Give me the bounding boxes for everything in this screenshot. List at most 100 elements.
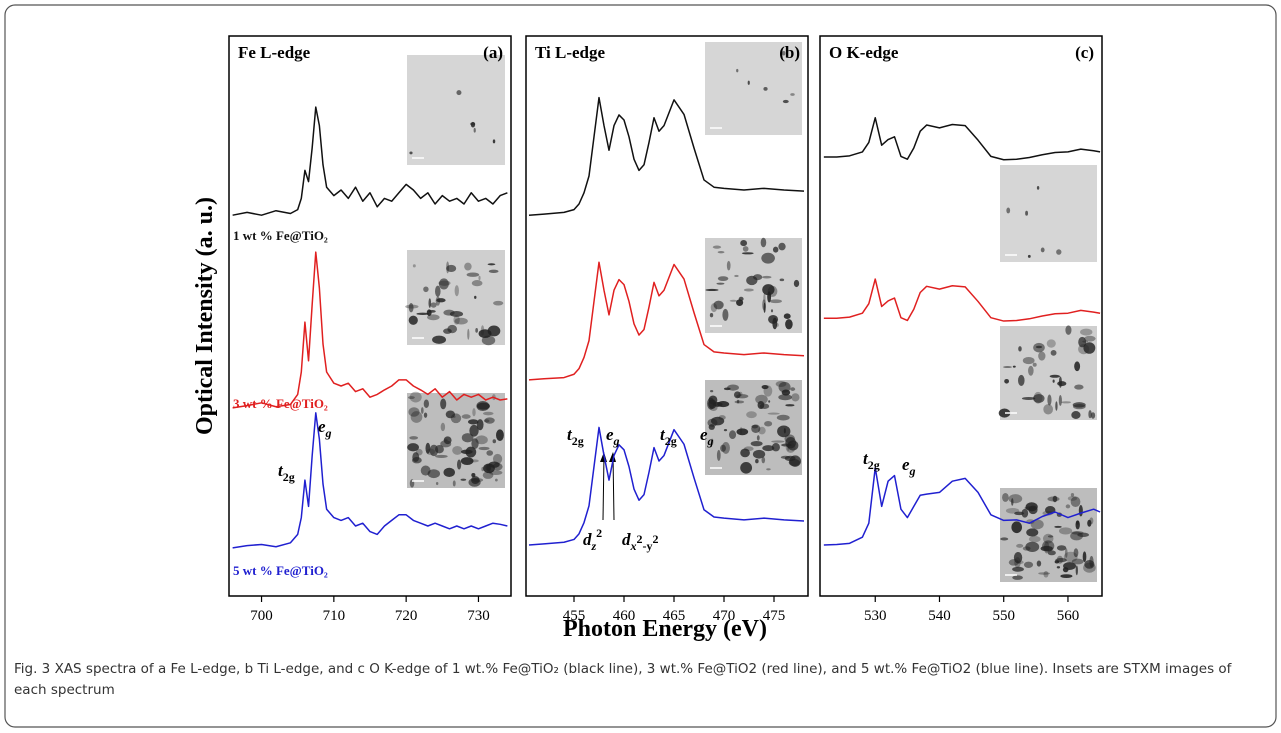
inset-blob [460,449,473,454]
inset-blob [493,300,504,306]
inset-blob [1016,543,1024,548]
inset-blob [1072,402,1086,408]
inset-blob [1047,535,1054,538]
x-tick-label: 470 [713,608,736,624]
inset-blob [782,99,789,104]
annotation: dz2 [583,526,602,553]
inset-blob [1028,535,1041,543]
inset-blob [1008,494,1023,504]
inset-blob [746,275,758,286]
inset-blob [772,317,778,330]
inset-blob [1027,254,1031,258]
inset-blob [1078,336,1087,348]
annotation-part: t [660,425,666,444]
inset-blob [478,275,481,281]
annotation-part: d [622,530,631,549]
inset-blob [416,312,430,316]
inset-blob [1056,249,1062,255]
inset-blob [1056,545,1067,551]
inset-blob [471,438,479,449]
inset-blob [762,299,766,311]
inset-blob [1012,575,1023,580]
inset-blob [752,449,766,459]
inset-blob [1074,361,1081,372]
panel-title: O K-edge [829,43,899,62]
inset-blob [430,302,437,308]
inset-blob [710,389,714,393]
inset-blob [1014,557,1021,568]
inset-blob [778,242,786,251]
spectrum-line [823,467,1101,546]
inset-blob [756,435,760,441]
inset-blob [492,139,496,144]
inset-blob [1025,210,1029,216]
inset-blob [496,429,504,441]
plot-frame [228,35,512,597]
inset-blob [1033,342,1045,353]
inset-blob [763,302,766,313]
x-tick-label: 475 [763,608,786,624]
inset-blob [770,309,774,313]
inset-blob [1061,401,1072,404]
inset-blob [1008,559,1019,566]
inset-blob [738,296,744,302]
inset-blob [778,394,792,401]
spectrum-line [528,261,805,381]
inset-blob [412,457,422,464]
inset-blob [762,445,775,452]
inset-blob [1046,339,1056,348]
spectrum-line [823,278,1101,322]
spectrum-line [528,426,805,546]
inset-blob [1083,562,1096,573]
inset-blob [452,480,456,487]
annotation: eg [700,425,714,448]
inset-blob [717,401,730,408]
inset-blob [1060,574,1073,579]
inset-blob [768,400,771,403]
inset-blob [772,246,779,253]
inset-blob [1011,498,1014,506]
inset-blob [478,329,492,339]
inset-blob [1071,411,1081,419]
inset-blob [722,308,729,321]
spectrum-line [232,251,508,409]
inset-blob [443,309,455,316]
inset-blob [464,262,472,271]
inset-blob [476,402,490,410]
inset-blob [420,465,431,476]
inset-blob [425,442,431,454]
annotation-part: e [318,417,326,436]
inset-blob [1028,365,1034,376]
inset-blob [763,86,768,91]
inset-blob [1006,207,1011,214]
annotation-part: g [325,426,332,440]
inset-blob [461,433,474,443]
annotation-part: z [591,539,597,553]
inset-blob [435,296,441,306]
inset-blob [1070,492,1075,497]
inset-blob [769,299,782,304]
arrow [602,454,605,521]
annotation-part: 2 [653,532,659,546]
inset-blob [454,317,468,325]
inset-blob [763,293,766,305]
inset-blob [482,471,494,479]
inset-blob [1040,545,1053,552]
inset-blob [717,250,725,254]
annotation: eg [902,455,916,478]
inset-blob [440,398,447,410]
inset-blob [443,467,455,478]
inset-blob [751,424,761,433]
inset-blob [1022,356,1035,365]
annotation-part: d [583,530,592,549]
inset-blob [1056,566,1061,569]
inset-blob [486,463,492,472]
inset-blob [469,424,479,437]
inset-blob [1002,492,1009,502]
inset-blob [445,410,456,419]
inset-blob [1033,393,1045,403]
inset-blob [1074,384,1084,390]
inset-blob [1087,519,1092,527]
x-tick-label: 530 [864,608,887,624]
